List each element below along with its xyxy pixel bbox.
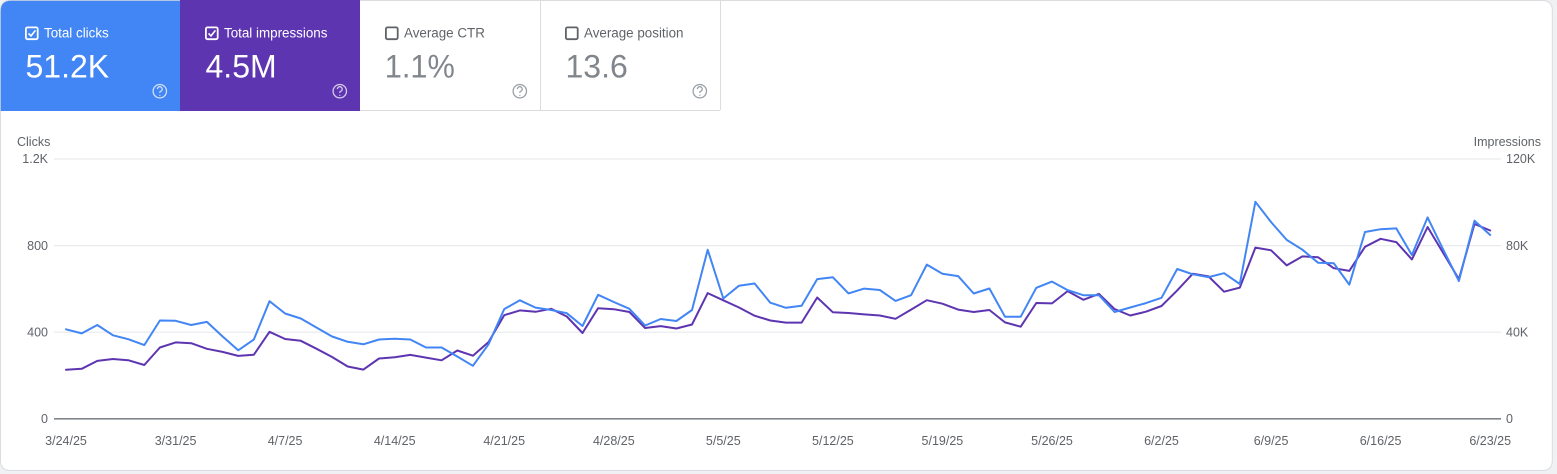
- svg-text:5/5/25: 5/5/25: [706, 434, 741, 448]
- svg-text:4/21/25: 4/21/25: [483, 434, 525, 448]
- svg-text:0: 0: [1506, 412, 1513, 426]
- svg-text:6/2/25: 6/2/25: [1144, 434, 1179, 448]
- svg-text:120K: 120K: [1506, 152, 1536, 166]
- svg-text:Impressions: Impressions: [1474, 135, 1541, 149]
- svg-text:40K: 40K: [1506, 325, 1529, 339]
- svg-text:1.2K: 1.2K: [22, 152, 48, 166]
- svg-text:80K: 80K: [1506, 239, 1529, 253]
- svg-text:5/26/25: 5/26/25: [1031, 434, 1073, 448]
- svg-text:0: 0: [41, 412, 48, 426]
- svg-text:Clicks: Clicks: [17, 135, 50, 149]
- svg-text:Average position: Average position: [584, 26, 684, 41]
- svg-text:Average CTR: Average CTR: [404, 26, 485, 41]
- svg-text:3/31/25: 3/31/25: [155, 434, 197, 448]
- svg-text:6/9/25: 6/9/25: [1254, 434, 1289, 448]
- svg-text:4/28/25: 4/28/25: [593, 434, 635, 448]
- svg-text:4/14/25: 4/14/25: [374, 434, 416, 448]
- svg-text:6/16/25: 6/16/25: [1360, 434, 1402, 448]
- svg-text:800: 800: [27, 239, 48, 253]
- svg-text:4/7/25: 4/7/25: [268, 434, 303, 448]
- svg-text:Total clicks: Total clicks: [44, 26, 109, 41]
- svg-text:4.5M: 4.5M: [206, 49, 277, 85]
- svg-text:5/19/25: 5/19/25: [922, 434, 964, 448]
- svg-text:3/24/25: 3/24/25: [45, 434, 87, 448]
- svg-text:13.6: 13.6: [566, 49, 628, 85]
- svg-text:1.1%: 1.1%: [385, 49, 455, 85]
- svg-text:Total impressions: Total impressions: [224, 26, 328, 41]
- svg-text:51.2K: 51.2K: [26, 49, 110, 85]
- svg-text:5/12/25: 5/12/25: [812, 434, 854, 448]
- svg-text:6/23/25: 6/23/25: [1469, 434, 1511, 448]
- svg-text:400: 400: [27, 325, 48, 339]
